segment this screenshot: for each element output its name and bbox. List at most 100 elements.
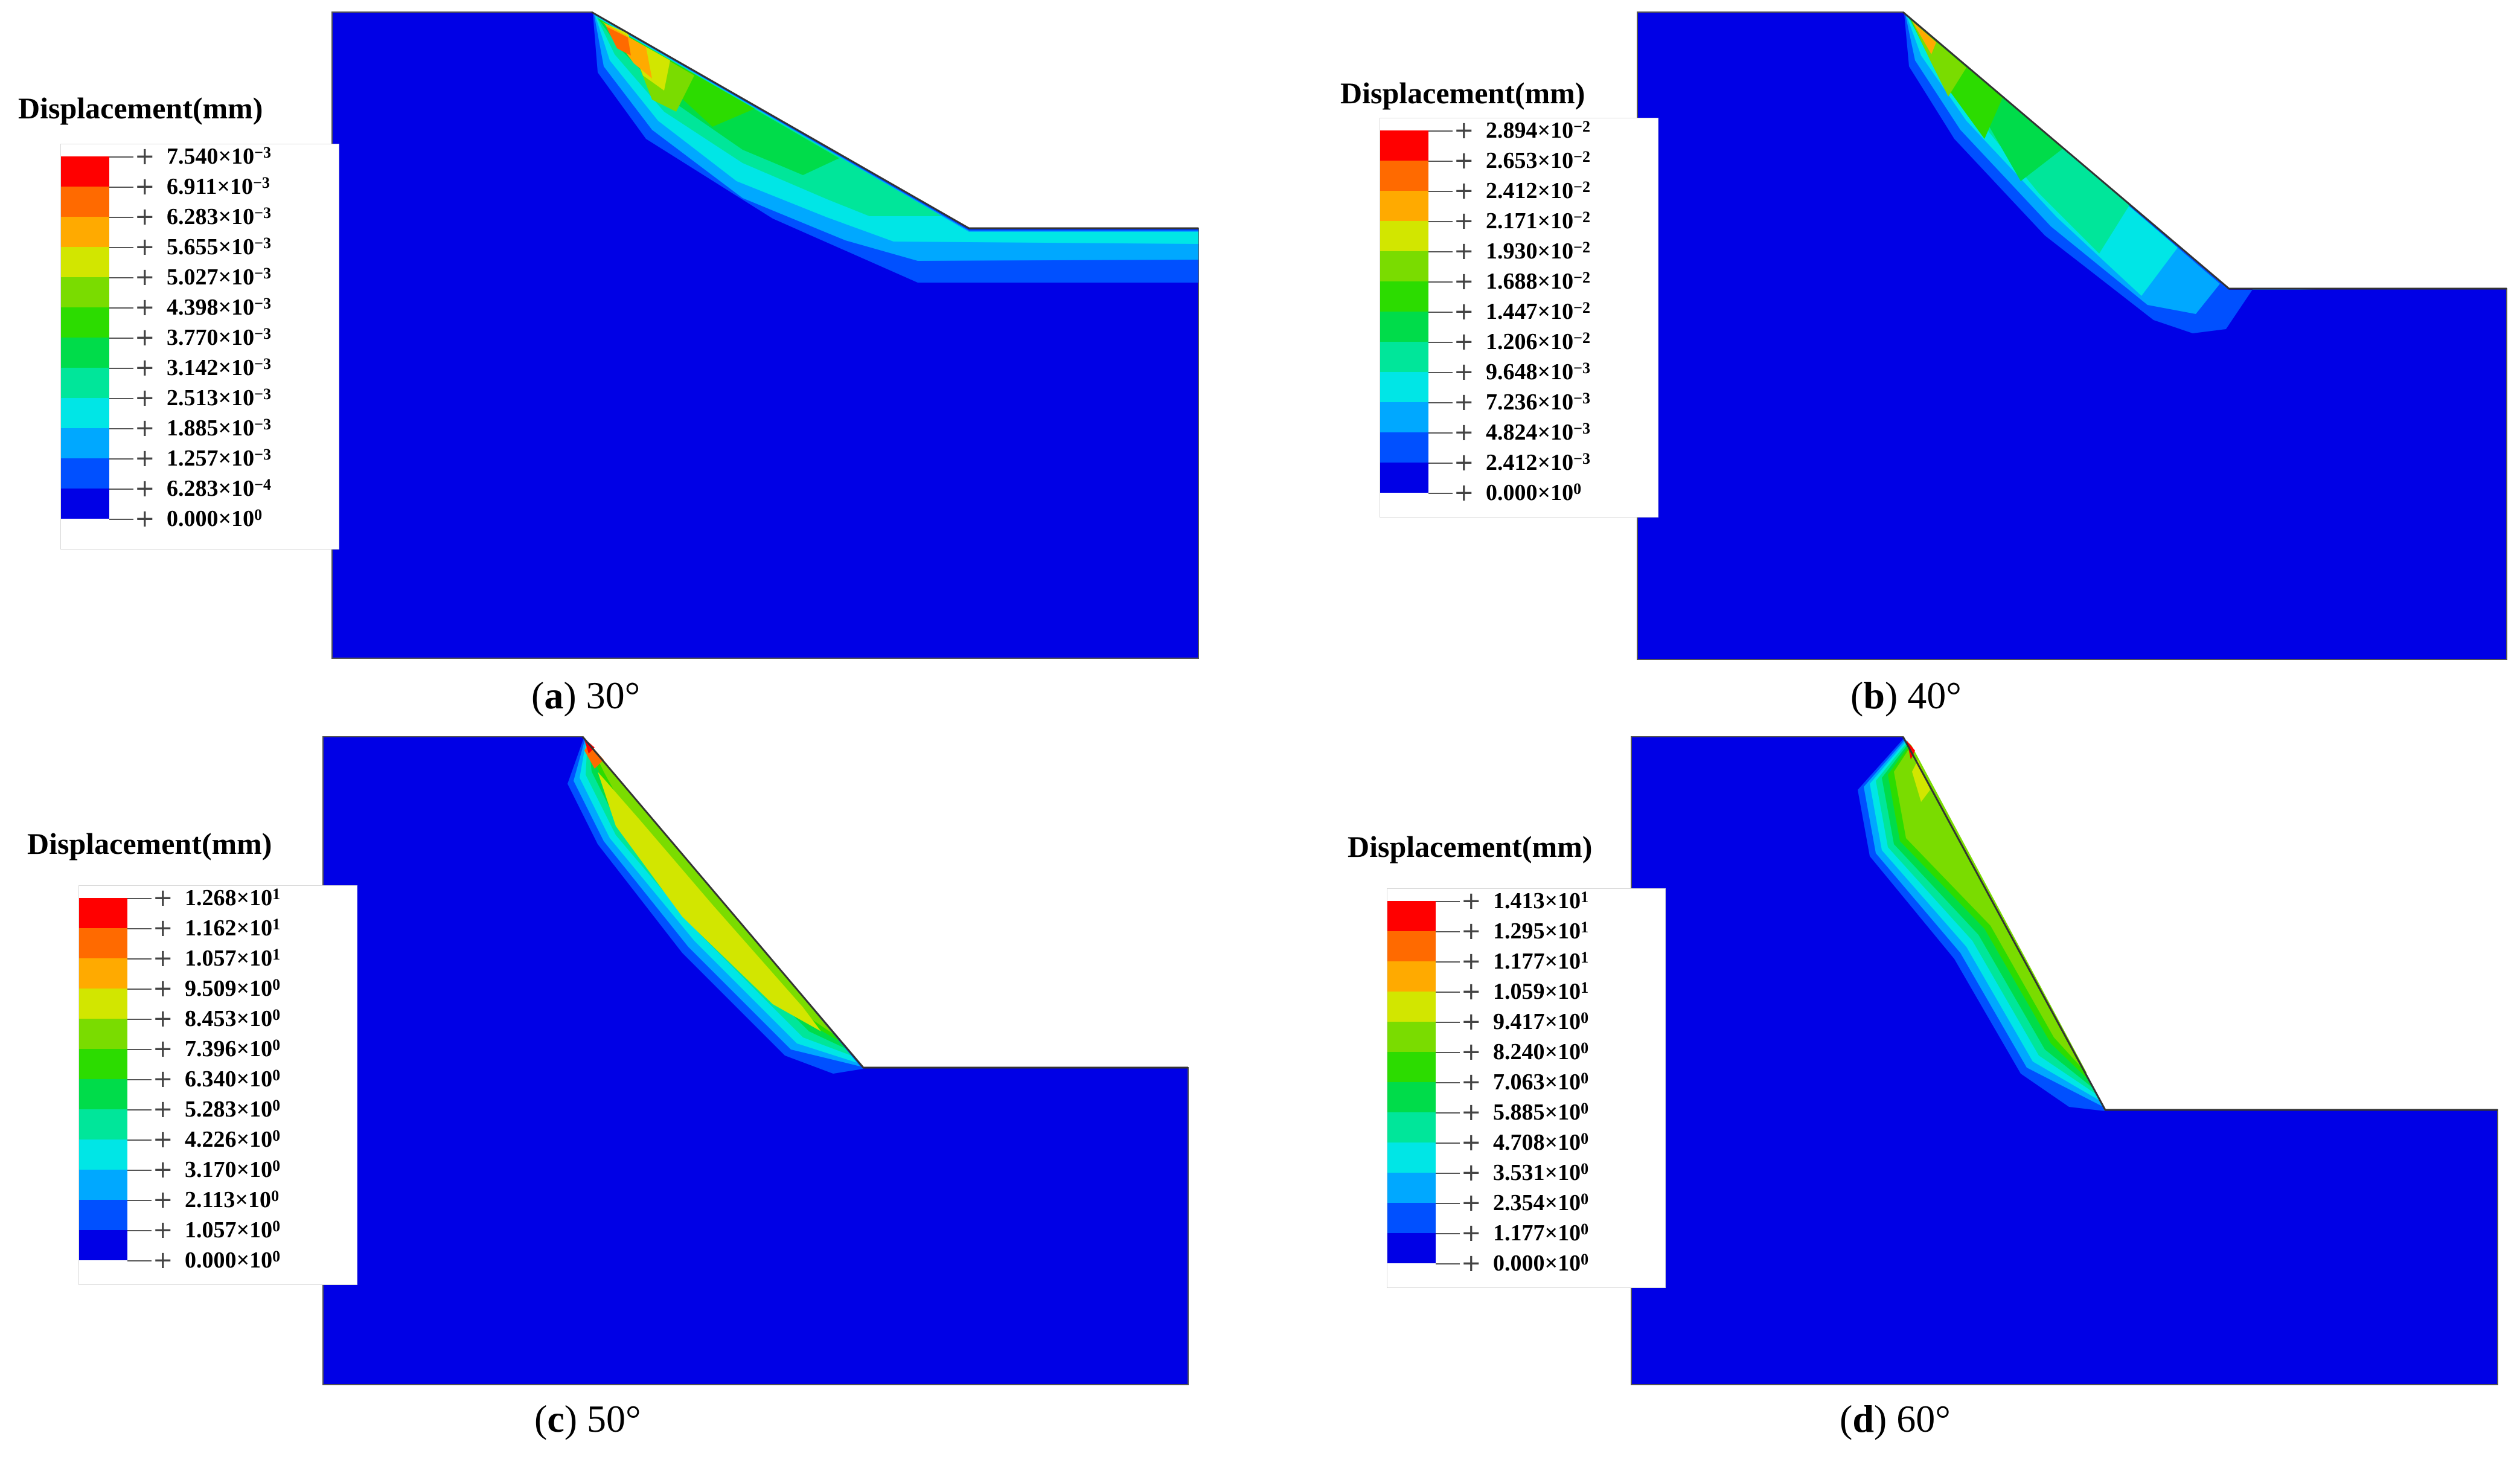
legend-tick-mark	[1428, 191, 1453, 192]
plus-icon: +	[153, 1186, 173, 1214]
legend-swatch	[61, 247, 109, 277]
plus-icon: +	[153, 1035, 173, 1063]
legend-swatch	[1380, 342, 1428, 372]
legend-swatch	[61, 368, 109, 398]
plus-icon: +	[1461, 1159, 1482, 1187]
legend-tick-mark	[1428, 372, 1453, 373]
legend-tick-label: 1.930×10−2	[1486, 239, 1590, 264]
tick-exponent: 1	[1581, 949, 1589, 966]
legend-swatch	[61, 338, 109, 368]
tick-exponent: −3	[253, 174, 270, 191]
tick-exponent: 0	[1581, 1100, 1589, 1117]
legend-tick-mark	[1428, 281, 1453, 283]
caption-angle: 30°	[586, 674, 641, 717]
legend-swatch	[1387, 1233, 1436, 1263]
legend-title: Displacement(mm)	[1348, 830, 1593, 864]
legend-tick-mark	[1428, 130, 1453, 132]
tick-mantissa: 1.177	[1493, 949, 1545, 974]
legend-tick-mark	[127, 1019, 152, 1020]
tick-exponent: −2	[1573, 239, 1590, 256]
legend-tick-label: 9.509×100	[185, 976, 281, 1001]
plus-icon: +	[1461, 1219, 1482, 1247]
legend-tick-mark	[109, 217, 133, 218]
legend-swatch	[1380, 402, 1428, 432]
tick-mantissa: 1.447	[1486, 299, 1538, 324]
legend-tick-label: 1.885×10−3	[167, 415, 271, 441]
plus-icon: +	[1461, 1189, 1482, 1217]
legend-tick-label: 2.412×10−2	[1486, 178, 1590, 204]
legend-swatch	[79, 958, 127, 989]
legend-tick-label: 1.447×10−2	[1486, 299, 1590, 324]
legend-swatch	[79, 989, 127, 1019]
legend-tick-label: 2.113×100	[185, 1187, 280, 1213]
legend-tick-label: 5.027×10−3	[167, 264, 271, 290]
tick-mantissa: 0.000	[1493, 1251, 1545, 1276]
tick-mantissa: 1.268	[185, 885, 237, 911]
legend-swatch	[1387, 1173, 1436, 1203]
legend-tick-mark	[127, 958, 152, 960]
tick-mantissa: 3.170	[185, 1157, 237, 1182]
tick-exponent: −2	[1573, 208, 1590, 226]
legend-tick-mark	[127, 1170, 152, 1171]
legend-tick-label: 5.655×10−3	[167, 234, 271, 260]
plus-icon: +	[135, 354, 155, 382]
tick-mantissa: 1.057	[185, 946, 237, 971]
legend-tick-label: 7.236×10−3	[1486, 389, 1590, 415]
tick-exponent: 0	[1581, 1009, 1589, 1027]
plus-icon: +	[1461, 978, 1482, 1005]
legend-swatch	[61, 187, 109, 217]
legend-tick-label: 2.513×10−3	[167, 385, 271, 411]
plus-icon: +	[1461, 1038, 1482, 1066]
legend-tick-mark	[109, 187, 133, 188]
legend-swatch	[1380, 463, 1428, 493]
legend-tick-mark	[1428, 402, 1453, 403]
tick-exponent: −3	[254, 446, 271, 463]
legend-title: Displacement(mm)	[1340, 76, 1585, 110]
tick-mantissa: 1.177	[1493, 1220, 1545, 1246]
legend-tick-label: 8.453×100	[185, 1006, 281, 1031]
legend-swatch	[79, 1019, 127, 1049]
legend-swatch	[1387, 992, 1436, 1022]
plus-icon: +	[1461, 887, 1482, 915]
plus-icon: +	[135, 143, 155, 170]
slope-contour-model-b	[1637, 11, 2507, 660]
contour-band-8	[601, 22, 670, 91]
legend-tick-label: 6.283×10−3	[167, 204, 271, 229]
tick-exponent: 1	[272, 946, 281, 963]
plus-icon: +	[1454, 177, 1474, 205]
caption-letter: a	[544, 674, 564, 717]
tick-exponent: 0	[272, 1127, 281, 1144]
tick-mantissa: 4.824	[1486, 420, 1538, 445]
legend-tick-label: 3.531×100	[1493, 1160, 1589, 1185]
legend-swatch	[1380, 130, 1428, 161]
legend-tick-mark	[127, 989, 152, 990]
slope-outline	[1902, 736, 2498, 1111]
plus-icon: +	[135, 384, 155, 412]
legend-tick-mark	[127, 1049, 152, 1050]
legend-tick-label: 0.000×100	[185, 1248, 281, 1273]
tick-exponent: 0	[1581, 1220, 1589, 1238]
legend-tick-label: 6.283×10−4	[167, 476, 271, 501]
plus-icon: +	[1461, 947, 1482, 975]
tick-mantissa: 1.688	[1486, 269, 1538, 294]
tick-exponent: 0	[1581, 1251, 1589, 1268]
legend-swatch	[1387, 931, 1436, 961]
legend-tick-label: 7.540×10−3	[167, 144, 271, 169]
tick-mantissa: 2.894	[1486, 118, 1538, 143]
tick-exponent: −2	[1573, 329, 1590, 347]
legend-swatch	[79, 1139, 127, 1170]
legend-tick-mark	[1428, 312, 1453, 313]
tick-mantissa: 2.412	[1486, 450, 1538, 475]
plus-icon: +	[1454, 298, 1474, 325]
legend-tick-mark	[1436, 1263, 1460, 1264]
plus-icon: +	[1461, 1068, 1482, 1096]
tick-exponent: −2	[1573, 118, 1590, 135]
panel-b: Displacement(mm) +2.894×10−2 +2.653×10−2 +…	[1260, 0, 2520, 736]
plus-icon: +	[135, 444, 155, 472]
contour-band-8	[1913, 22, 1936, 54]
tick-exponent: −2	[1573, 178, 1590, 196]
plus-icon: +	[1454, 388, 1474, 416]
tick-mantissa: 1.162	[185, 915, 237, 941]
tick-mantissa: 1.206	[1486, 329, 1538, 354]
plus-icon: +	[1454, 358, 1474, 386]
